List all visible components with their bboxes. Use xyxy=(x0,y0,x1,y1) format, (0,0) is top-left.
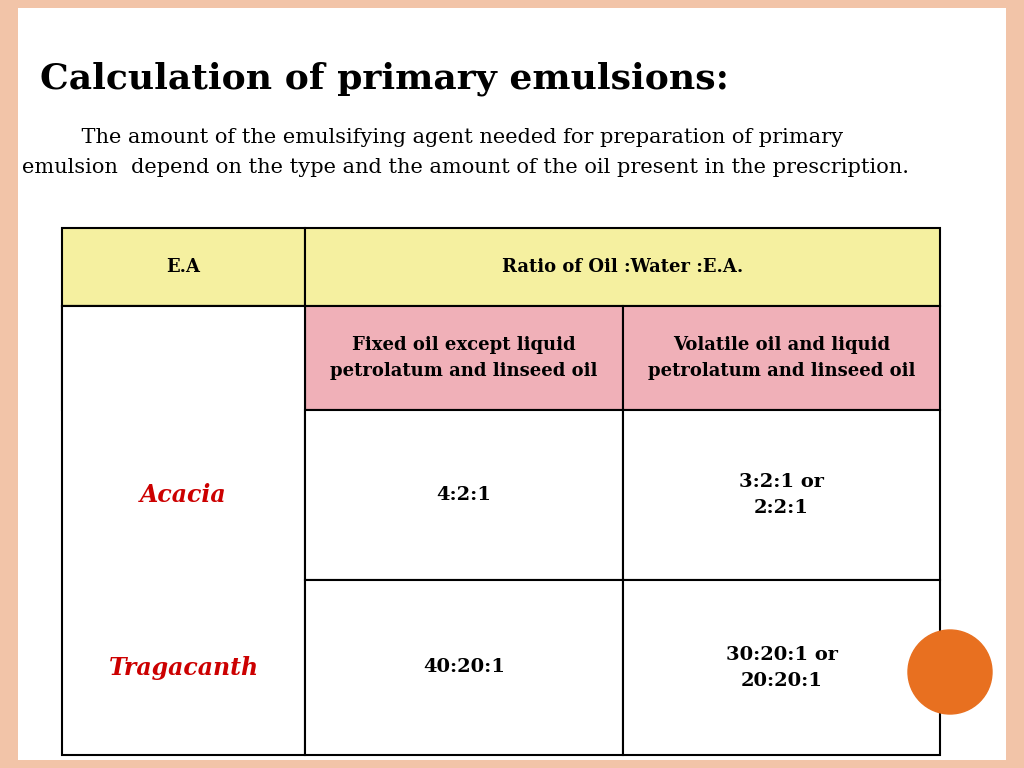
Text: 2:2:1: 2:2:1 xyxy=(754,499,809,517)
Bar xyxy=(62,306,305,410)
Bar xyxy=(62,228,305,306)
Bar xyxy=(62,306,305,755)
Bar xyxy=(623,410,940,580)
Text: Tragacanth: Tragacanth xyxy=(109,656,259,680)
Bar xyxy=(623,580,940,755)
Text: The amount of the emulsifying agent needed for preparation of primary: The amount of the emulsifying agent need… xyxy=(55,128,843,147)
Bar xyxy=(305,410,623,580)
Circle shape xyxy=(908,630,992,714)
Text: Ratio of Oil :Water :E.A.: Ratio of Oil :Water :E.A. xyxy=(502,258,743,276)
Bar xyxy=(305,580,623,755)
Text: E.A: E.A xyxy=(167,258,201,276)
Text: 30:20:1 or: 30:20:1 or xyxy=(725,645,838,664)
Text: Calculation of primary emulsions:: Calculation of primary emulsions: xyxy=(40,62,729,97)
Text: petrolatum and linseed oil: petrolatum and linseed oil xyxy=(648,362,915,380)
Text: Fixed oil except liquid: Fixed oil except liquid xyxy=(352,336,575,354)
Bar xyxy=(623,306,940,410)
Text: Volatile oil and liquid: Volatile oil and liquid xyxy=(673,336,890,354)
Text: 3:2:1 or: 3:2:1 or xyxy=(739,473,824,491)
Text: 4:2:1: 4:2:1 xyxy=(436,486,492,504)
Bar xyxy=(305,306,623,410)
Text: emulsion  depend on the type and the amount of the oil present in the prescripti: emulsion depend on the type and the amou… xyxy=(22,158,909,177)
Text: 20:20:1: 20:20:1 xyxy=(740,671,822,690)
Text: 40:20:1: 40:20:1 xyxy=(423,658,505,677)
Bar xyxy=(305,228,940,306)
Text: petrolatum and linseed oil: petrolatum and linseed oil xyxy=(331,362,598,380)
Text: Acacia: Acacia xyxy=(140,483,226,507)
